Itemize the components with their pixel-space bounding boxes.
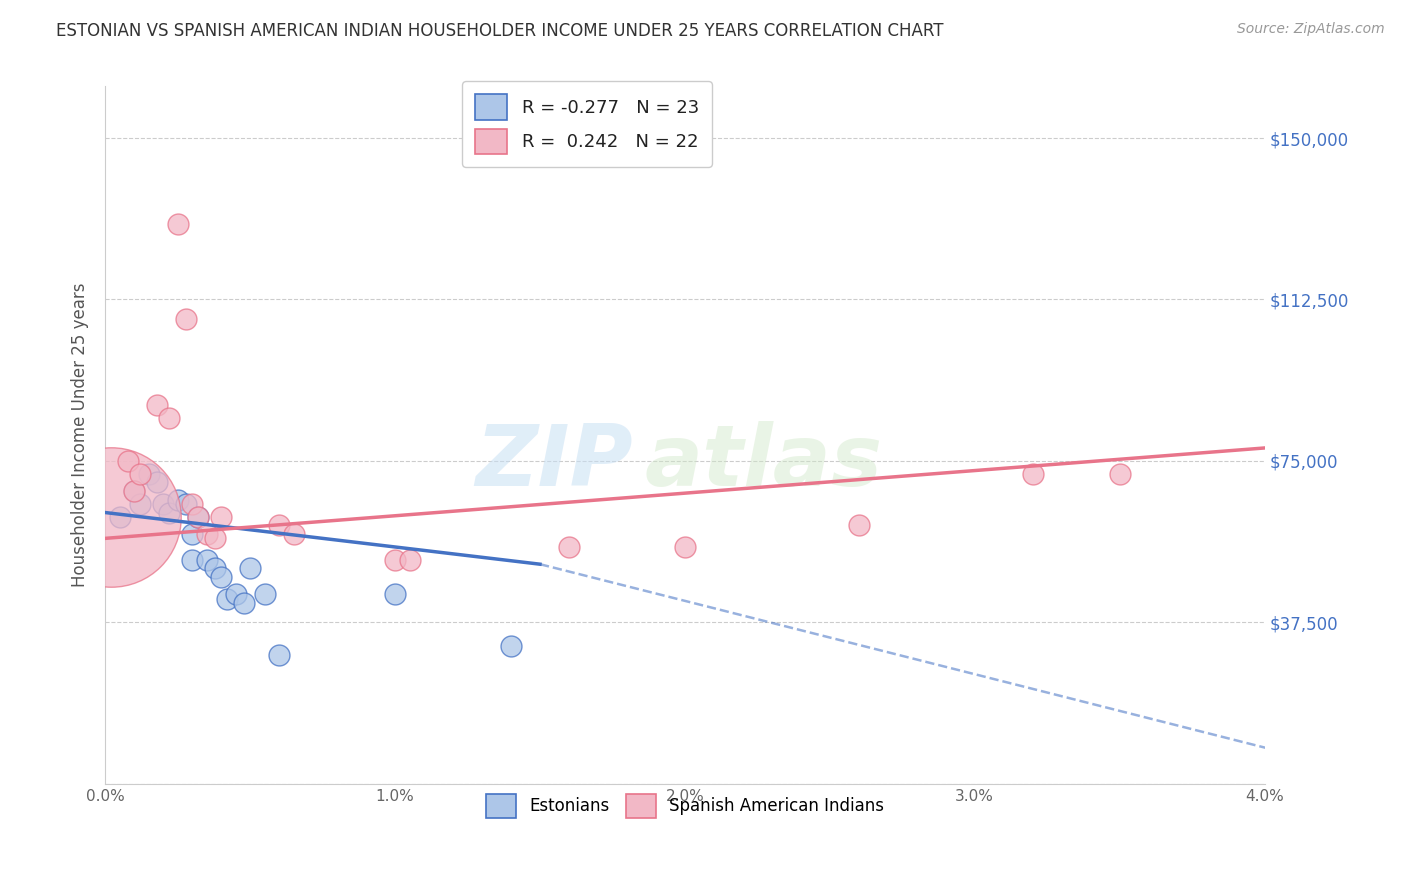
Point [122, 483, 145, 498]
Point [100, 509, 122, 524]
Legend: Estonians, Spanish American Indians: Estonians, Spanish American Indians [479, 788, 891, 824]
Point [157, 506, 180, 520]
Point [1108, 467, 1130, 481]
Point [253, 587, 276, 601]
Point [283, 527, 305, 541]
Text: atlas: atlas [644, 421, 883, 505]
Point [181, 497, 204, 511]
Text: ZIP: ZIP [475, 421, 633, 505]
Point [269, 648, 291, 662]
Point [181, 553, 204, 567]
Point [848, 518, 870, 533]
Point [239, 561, 262, 575]
Point [146, 398, 169, 412]
Point [176, 497, 198, 511]
Point [225, 587, 247, 601]
Point [166, 492, 188, 507]
Point [181, 527, 204, 541]
Text: Source: ZipAtlas.com: Source: ZipAtlas.com [1237, 22, 1385, 37]
Text: ESTONIAN VS SPANISH AMERICAN INDIAN HOUSEHOLDER INCOME UNDER 25 YEARS CORRELATIO: ESTONIAN VS SPANISH AMERICAN INDIAN HOUS… [56, 22, 943, 40]
Point [166, 217, 188, 231]
Point [195, 553, 218, 567]
Point [384, 553, 406, 567]
Point [269, 518, 291, 533]
Point [204, 561, 226, 575]
Point [138, 467, 160, 481]
Point [673, 540, 696, 554]
Point [122, 483, 145, 498]
Point [187, 509, 209, 524]
Point [108, 509, 131, 524]
Point [209, 570, 232, 584]
Point [157, 410, 180, 425]
Y-axis label: Householder Income Under 25 years: Householder Income Under 25 years [72, 283, 89, 587]
Point [117, 454, 139, 468]
Point [398, 553, 420, 567]
Point [176, 311, 198, 326]
Point [129, 497, 152, 511]
Point [187, 509, 209, 524]
Point [233, 596, 256, 610]
Point [209, 509, 232, 524]
Point [558, 540, 581, 554]
Point [499, 639, 522, 653]
Point [215, 591, 238, 606]
Point [1022, 467, 1045, 481]
Point [152, 497, 174, 511]
Point [384, 587, 406, 601]
Point [129, 467, 152, 481]
Point [195, 527, 218, 541]
Point [204, 532, 226, 546]
Point [146, 475, 169, 490]
